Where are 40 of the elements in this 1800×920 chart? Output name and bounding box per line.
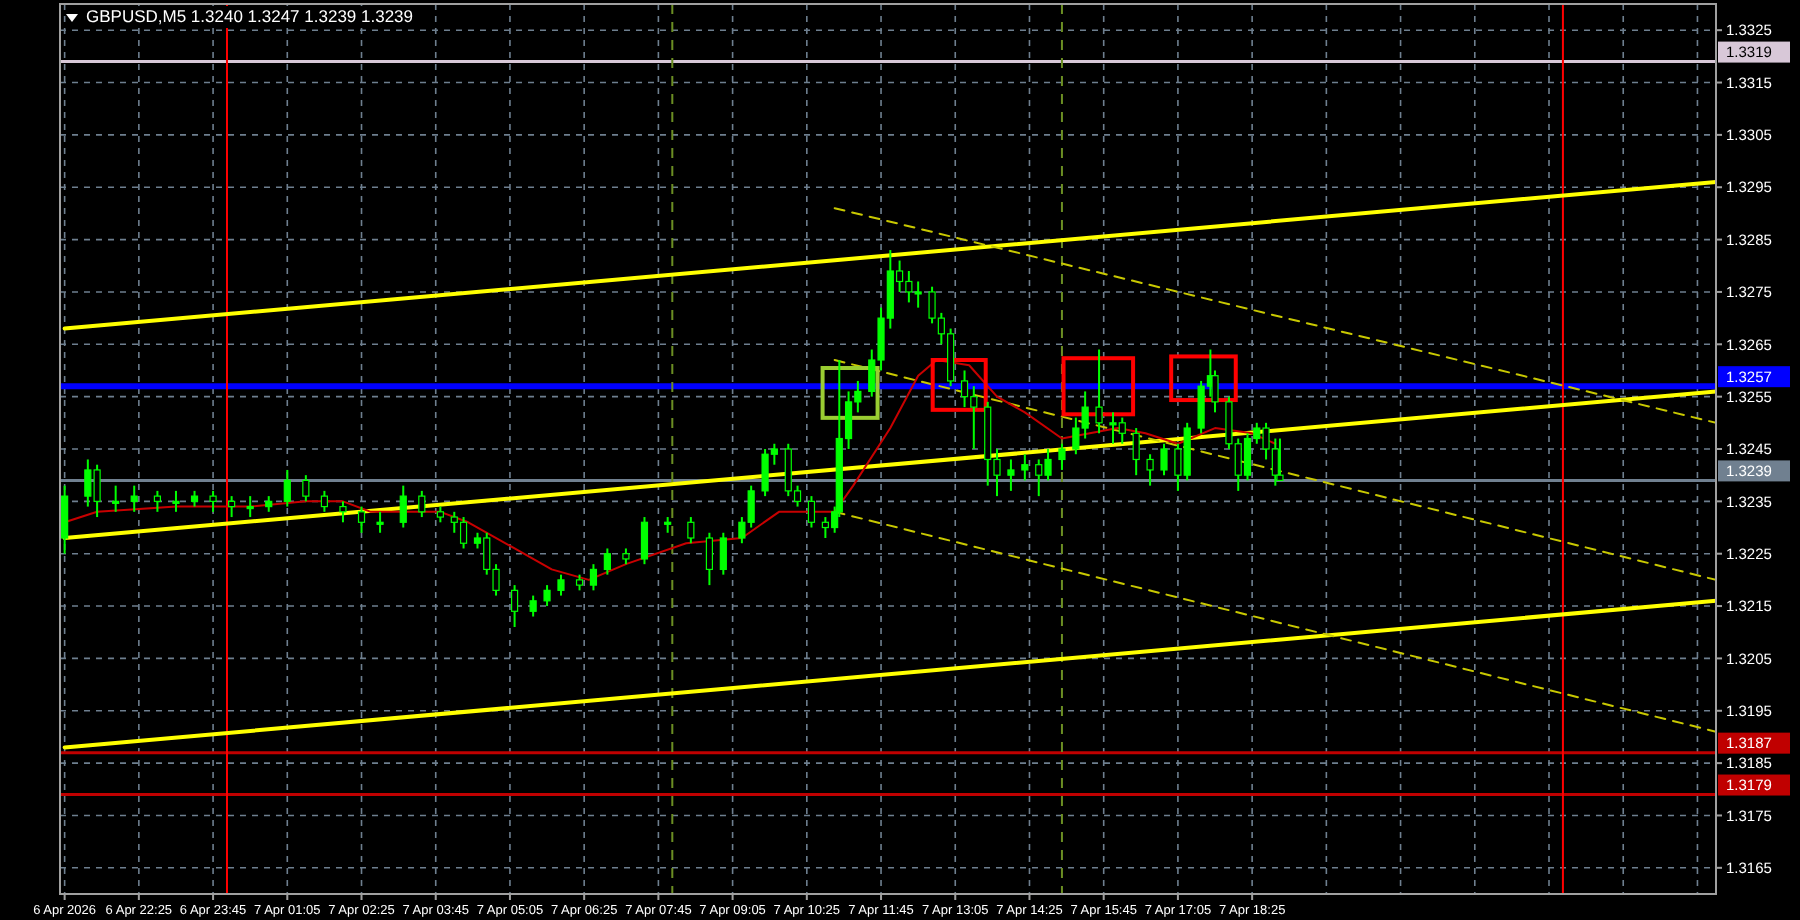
candlestick	[1160, 442, 1168, 477]
candlestick	[112, 484, 120, 513]
candlestick	[1095, 348, 1103, 435]
candlestick	[357, 505, 366, 534]
candlestick	[543, 584, 551, 608]
candlestick	[302, 474, 310, 503]
candlestick	[283, 468, 291, 508]
candlestick	[153, 489, 162, 513]
candlestick	[1146, 453, 1154, 487]
candlestick	[705, 531, 714, 587]
candlestick	[376, 510, 384, 534]
candlestick	[228, 495, 236, 519]
candlestick	[399, 484, 407, 529]
candlestick	[130, 484, 138, 513]
chart-title: GBPUSD,M5 1.3240 1.3247 1.3239 1.3239	[86, 6, 414, 26]
candlestick	[61, 484, 69, 555]
candlestick	[807, 495, 816, 529]
candlestick	[1276, 437, 1284, 482]
candlestick	[960, 369, 969, 409]
candlestick	[510, 584, 519, 628]
candlestick	[603, 547, 611, 576]
candlestick	[459, 516, 468, 550]
candlestick	[589, 563, 598, 592]
candlestick	[418, 489, 426, 519]
candlestick	[172, 489, 180, 513]
candlestick	[1058, 442, 1066, 471]
candlestick	[557, 573, 565, 597]
candlestick	[1197, 379, 1205, 435]
candlestick	[320, 489, 328, 513]
candlestick	[1132, 427, 1140, 477]
candlestick	[209, 489, 217, 513]
candlestick	[1007, 458, 1015, 492]
candlestick	[529, 594, 537, 618]
candlestick	[640, 516, 649, 566]
candlestick	[719, 531, 727, 576]
candlestick	[1021, 453, 1029, 482]
candlestick	[1243, 432, 1252, 482]
candlestick	[246, 495, 254, 519]
candlestick	[687, 516, 695, 545]
candlestick	[339, 500, 347, 524]
